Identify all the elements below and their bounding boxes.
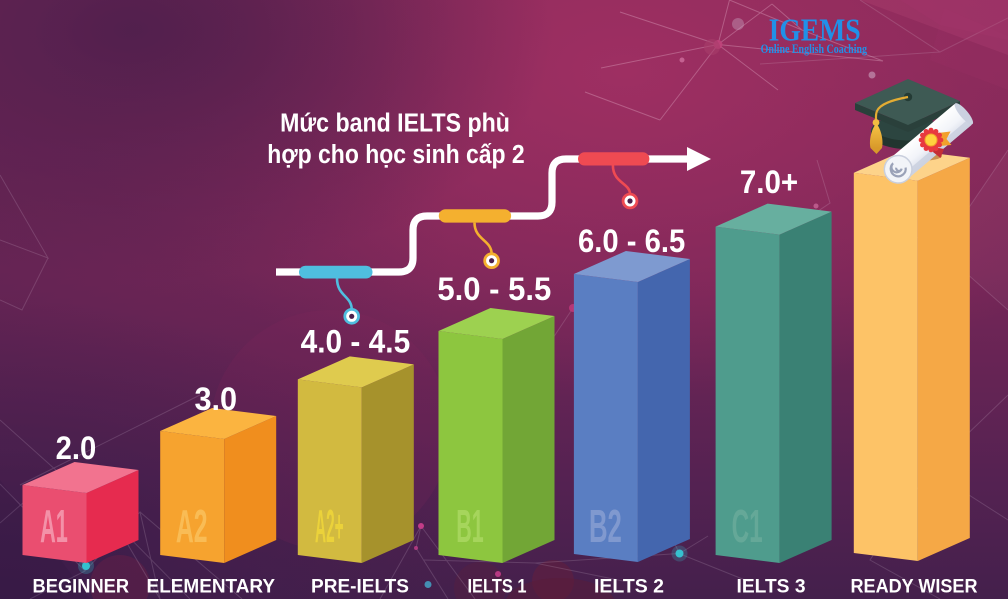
svg-text:Mức band IELTS phù: Mức band IELTS phù [280, 109, 510, 137]
svg-text:6.0 - 6.5: 6.0 - 6.5 [578, 223, 685, 259]
svg-text:IELTS 3: IELTS 3 [737, 577, 806, 598]
svg-text:B2: B2 [589, 500, 622, 552]
svg-text:hợp cho học sinh cấp 2: hợp cho học sinh cấp 2 [267, 141, 524, 169]
svg-text:C1: C1 [732, 500, 763, 552]
svg-text:READY WISER: READY WISER [851, 577, 978, 598]
svg-text:5.0 - 5.5: 5.0 - 5.5 [437, 271, 551, 307]
svg-text:Online English Coaching: Online English Coaching [761, 42, 868, 56]
svg-text:IGEMS: IGEMS [769, 13, 861, 48]
svg-text:2.0: 2.0 [56, 430, 97, 466]
svg-text:B1: B1 [456, 500, 483, 552]
svg-text:ELEMENTARY: ELEMENTARY [147, 577, 276, 598]
svg-text:IELTS 2: IELTS 2 [594, 577, 664, 598]
svg-text:IELTS 1: IELTS 1 [468, 577, 527, 598]
svg-text:7.0+: 7.0+ [740, 164, 798, 200]
svg-text:A2: A2 [176, 500, 208, 552]
svg-text:PRE-IELTS: PRE-IELTS [311, 577, 409, 598]
svg-text:A1: A1 [40, 500, 68, 552]
svg-text:4.0 - 4.5: 4.0 - 4.5 [301, 324, 411, 360]
svg-text:BEGINNER: BEGINNER [33, 577, 130, 598]
svg-text:3.0: 3.0 [195, 381, 238, 417]
svg-text:A2+: A2+ [315, 500, 344, 552]
